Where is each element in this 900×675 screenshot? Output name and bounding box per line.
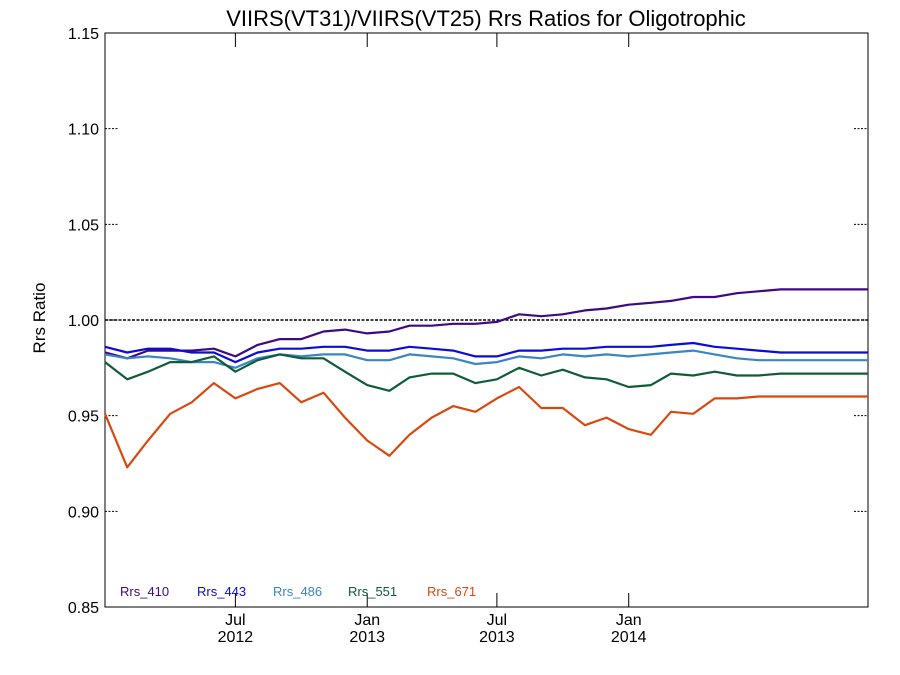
series-line-rrs-671 (103, 382, 868, 469)
plot-area: 0.850.900.951.001.051.101.15Jul2012Jan20… (68, 26, 869, 646)
y-tick-label: 1.05 (68, 217, 99, 234)
legend-entry-rrs-551: Rrs_551 (348, 584, 397, 599)
x-tick-label-year: 2013 (479, 629, 515, 646)
x-tick-label-month: Jul (487, 612, 507, 629)
y-tick-label: 0.85 (68, 600, 99, 617)
x-tick-label-year: 2012 (218, 629, 254, 646)
x-tick-label-month: Jan (354, 612, 380, 629)
x-tick-label-year: 2013 (349, 629, 385, 646)
legend-entry-rrs-671: Rrs_671 (427, 584, 476, 599)
legend-entry-rrs-443: Rrs_443 (197, 584, 246, 599)
y-axis-label: Rrs Ratio (30, 283, 49, 354)
x-tick-label-month: Jul (225, 612, 245, 629)
x-tick-label-year: 2014 (611, 629, 647, 646)
series-line-rrs-551 (104, 353, 868, 392)
y-tick-label: 1.15 (68, 26, 99, 43)
chart-title: VIIRS(VT31)/VIIRS(VT25) Rrs Ratios for O… (226, 6, 746, 31)
series-line-rrs-410 (104, 288, 868, 360)
y-tick-label: 0.95 (68, 409, 99, 426)
x-tick-label-month: Jan (616, 612, 642, 629)
series-line-rrs-486 (104, 349, 868, 369)
series-line-rrs-443 (104, 341, 868, 364)
legend-entry-rrs-486: Rrs_486 (273, 584, 322, 599)
y-tick-label: 1.00 (68, 313, 99, 330)
y-tick-label: 0.90 (68, 504, 99, 521)
y-tick-label: 1.10 (68, 122, 99, 139)
legend-entry-rrs-410: Rrs_410 (120, 584, 169, 599)
